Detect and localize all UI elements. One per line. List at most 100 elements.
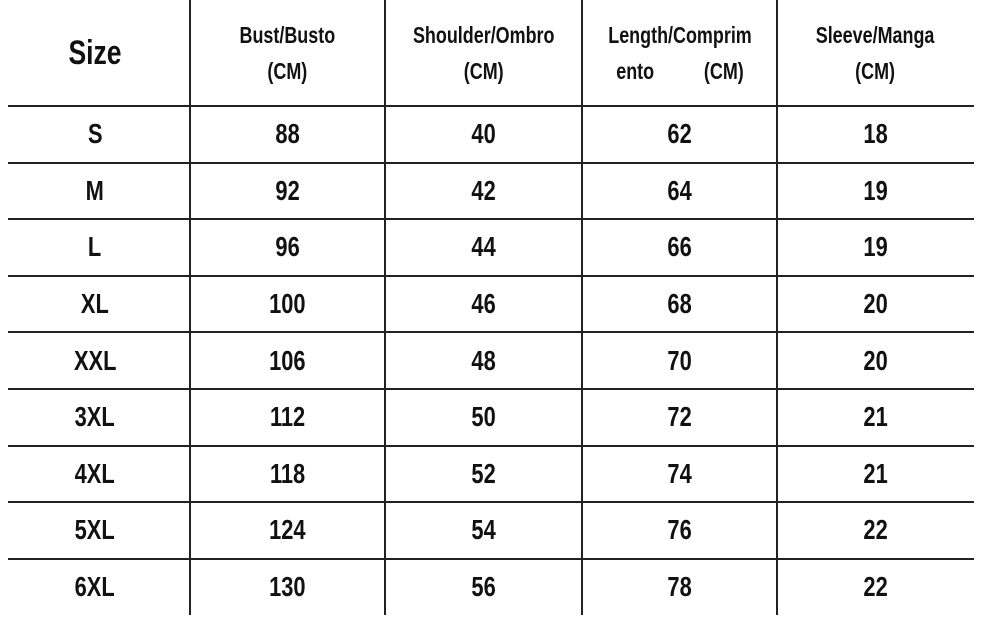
cell-value: 3XL — [74, 401, 116, 433]
row-divider — [8, 105, 974, 107]
size-label-cell: S — [0, 106, 190, 163]
cell-value: 20 — [863, 288, 888, 320]
cell-value: 52 — [471, 457, 496, 489]
measurement-cell: 42 — [385, 163, 582, 220]
cell-value: 56 — [471, 571, 496, 603]
cell-value: 50 — [471, 401, 496, 433]
cell-value: 22 — [863, 514, 888, 546]
row-divider — [8, 161, 974, 164]
column-divider — [581, 0, 583, 615]
size-label-cell: 5XL — [0, 502, 190, 559]
measurement-cell: 64 — [582, 163, 777, 220]
measurement-cell: 40 — [385, 106, 582, 163]
cell-value: 76 — [667, 514, 692, 546]
cell-value: 78 — [667, 571, 692, 603]
measurement-cell: 21 — [777, 446, 974, 503]
cell-value: 112 — [269, 401, 306, 433]
header-label: Shoulder/Ombro (CM) — [413, 17, 555, 89]
cell-value: 96 — [275, 231, 300, 263]
measurement-cell: 56 — [385, 559, 582, 616]
measurement-cell: 62 — [582, 106, 777, 163]
measurement-cell: 19 — [777, 219, 974, 276]
measurement-cell: 22 — [777, 559, 974, 616]
column-header: Shoulder/Ombro (CM) — [385, 0, 582, 106]
row-divider — [8, 331, 974, 334]
size-label-cell: 3XL — [0, 389, 190, 446]
header-line1: Bust/Busto — [239, 22, 336, 48]
measurement-cell: 68 — [582, 276, 777, 333]
cell-value: 106 — [269, 344, 306, 376]
cell-value: L — [88, 231, 102, 263]
row-divider — [8, 444, 974, 447]
measurement-cell: 20 — [777, 332, 974, 389]
measurement-cell: 112 — [190, 389, 385, 446]
cell-value: 44 — [471, 231, 496, 263]
measurement-cell: 100 — [190, 276, 385, 333]
cell-value: 66 — [667, 231, 692, 263]
cell-value: XXL — [73, 344, 117, 376]
cell-value: 124 — [269, 514, 306, 546]
cell-value: 70 — [667, 344, 692, 376]
measurement-cell: 118 — [190, 446, 385, 503]
cell-value: 6XL — [74, 571, 116, 603]
size-label-cell: M — [0, 163, 190, 220]
cell-value: 68 — [667, 288, 692, 320]
measurement-cell: 96 — [190, 219, 385, 276]
measurement-cell: 48 — [385, 332, 582, 389]
header-line1: Length/Comprim — [607, 22, 752, 48]
size-label-cell: 4XL — [0, 446, 190, 503]
column-header: Size — [0, 0, 190, 106]
row-divider — [8, 501, 974, 504]
measurement-cell: 19 — [777, 163, 974, 220]
cell-value: 130 — [269, 571, 306, 603]
cell-value: 64 — [667, 174, 692, 206]
header-label: Bust/Busto (CM) — [240, 17, 336, 89]
measurement-cell: 74 — [582, 446, 777, 503]
column-divider — [189, 0, 191, 615]
cell-value: 54 — [471, 514, 496, 546]
cell-value: 62 — [667, 118, 692, 150]
measurement-cell: 44 — [385, 219, 582, 276]
measurement-cell: 66 — [582, 219, 777, 276]
row-divider — [8, 557, 974, 560]
cell-value: 18 — [863, 118, 888, 150]
cell-value: S — [87, 118, 103, 150]
header-line1: Shoulder/Ombro — [412, 22, 555, 48]
cell-value: 74 — [667, 457, 692, 489]
measurement-cell: 50 — [385, 389, 582, 446]
cell-value: 48 — [471, 344, 496, 376]
cell-value: 72 — [667, 401, 692, 433]
measurement-cell: 46 — [385, 276, 582, 333]
header-label: Sleeve/Manga (CM) — [816, 17, 935, 89]
measurement-cell: 21 — [777, 389, 974, 446]
cell-value: 5XL — [74, 514, 116, 546]
row-divider — [8, 218, 974, 221]
column-header: Length/Comprim ento (CM) — [582, 0, 777, 106]
cell-value: 100 — [269, 288, 306, 320]
measurement-cell: 130 — [190, 559, 385, 616]
cell-value: 20 — [863, 344, 888, 376]
cell-value: 42 — [471, 174, 496, 206]
measurement-cell: 88 — [190, 106, 385, 163]
header-line2: (CM) — [855, 58, 896, 84]
cell-value: 19 — [863, 174, 888, 206]
cell-value: M — [85, 174, 105, 206]
measurement-cell: 72 — [582, 389, 777, 446]
cell-value: 4XL — [74, 457, 116, 489]
measurement-cell: 124 — [190, 502, 385, 559]
cell-value: 22 — [863, 571, 888, 603]
column-divider — [776, 0, 778, 615]
cell-value: 40 — [471, 118, 496, 150]
measurement-cell: 106 — [190, 332, 385, 389]
cell-value: XL — [81, 288, 109, 320]
column-header: Bust/Busto (CM) — [190, 0, 385, 106]
header-line1: Sleeve/Manga — [816, 22, 935, 48]
measurement-cell: 54 — [385, 502, 582, 559]
measurement-cell: 78 — [582, 559, 777, 616]
size-label-cell: XXL — [0, 332, 190, 389]
measurement-cell: 20 — [777, 276, 974, 333]
measurement-cell: 18 — [777, 106, 974, 163]
cell-value: 92 — [275, 174, 300, 206]
cell-value: 19 — [863, 231, 888, 263]
cell-value: 46 — [471, 288, 496, 320]
